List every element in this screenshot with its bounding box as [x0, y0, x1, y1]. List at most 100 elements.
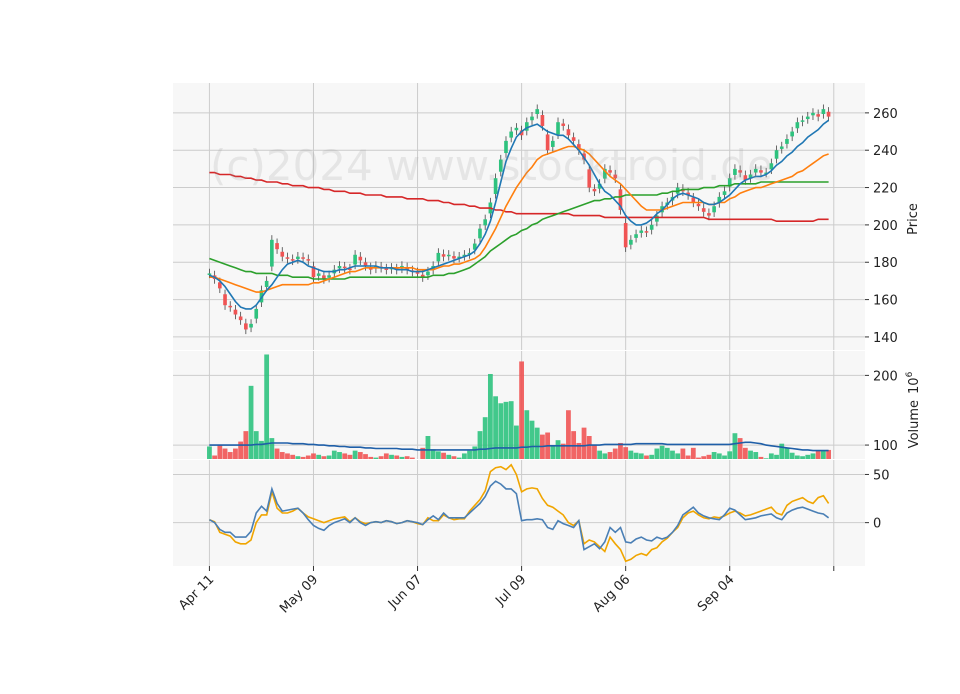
volume-bar-14: [279, 452, 285, 459]
volume-bar-114: [800, 456, 805, 459]
candle-body-10: [259, 290, 264, 303]
volume-bar-67: [555, 440, 561, 459]
candle-body-84: [644, 231, 649, 233]
candle-body-110: [779, 146, 784, 149]
candle-body-111: [785, 139, 789, 144]
candle-body-8: [249, 323, 253, 328]
candle-body-74: [592, 188, 597, 192]
volume-bar-12: [269, 438, 275, 459]
volume-bar-4: [227, 452, 233, 459]
volume-bar-18: [300, 456, 306, 459]
volume-bar-63: [534, 427, 540, 459]
candle-body-98: [717, 196, 722, 203]
volume-bar-98: [716, 453, 722, 459]
candle-body-6: [238, 316, 243, 321]
osc-background: [173, 460, 865, 566]
oscillator-line-b: [209, 463, 830, 563]
volume-bar-104: [748, 450, 753, 459]
candle-body-102: [738, 170, 742, 173]
x-tick-label-5: Sep 04: [695, 572, 738, 615]
candle-body-106: [759, 170, 763, 173]
candle-body-7: [244, 323, 248, 330]
volume-bar-59: [514, 425, 519, 459]
candle-body-81: [629, 239, 633, 245]
volume-bar-57: [503, 401, 509, 459]
volume-bar-23: [326, 455, 332, 459]
volume-bar-1: [212, 455, 218, 459]
volume-bar-102: [737, 438, 743, 459]
candle-body-5: [233, 309, 238, 315]
volume-bar-100: [727, 451, 733, 459]
osc-ytick-label-50: 50: [873, 468, 890, 483]
candle-body-26: [342, 266, 347, 269]
volume-background: [173, 351, 865, 459]
volume-bar-106: [758, 456, 764, 459]
candle-body-104: [748, 174, 753, 179]
ma-200-line: [209, 171, 829, 222]
volume-axis-label-text: Volume: [907, 400, 922, 448]
watermark: (c)2024 www.stocktroid.de: [210, 141, 773, 190]
price-ytick-label-220: 220: [873, 182, 898, 197]
candle-body-62: [530, 116, 534, 121]
candle-body-2: [218, 282, 222, 289]
volume-bar-112: [789, 452, 795, 459]
volume-bar-91: [680, 448, 686, 459]
volume-bar-19: [305, 455, 311, 459]
volume-bar-73: [586, 436, 592, 459]
candle-body-108: [769, 163, 774, 170]
volume-bar-85: [649, 454, 655, 459]
volume-bar-75: [597, 450, 603, 459]
svg-text:Volume106: Volume 106: [905, 371, 922, 448]
volume-bar-62: [529, 420, 535, 459]
candle-body-116: [811, 112, 815, 116]
candle-body-30: [363, 262, 368, 266]
volume-panel: 100 200: [173, 351, 898, 459]
candle-body-109: [774, 150, 779, 159]
volume-bar-94: [696, 457, 701, 459]
volume-bar-119: [826, 449, 831, 459]
volume-bar-118: [820, 450, 826, 459]
volume-bar-96: [706, 454, 712, 459]
candle-body-16: [290, 259, 295, 261]
x-axis: Apr 11 May 09 Jun 07 Jul 09 Aug 06 Sep 04: [176, 566, 835, 616]
candle-body-47: [452, 256, 456, 259]
candle-body-0: [207, 273, 212, 275]
x-tick-label-3: Jul 09: [492, 572, 529, 609]
candle-body-34: [384, 268, 389, 270]
candle-body-66: [550, 140, 555, 147]
candle-body-18: [301, 257, 305, 259]
volume-bar-101: [732, 433, 738, 459]
volume-bar-83: [638, 453, 644, 459]
volume-bar-55: [493, 396, 498, 459]
candle-body-14: [280, 251, 285, 257]
volume-bar-82: [633, 452, 639, 459]
candle-body-119: [826, 111, 831, 117]
volume-bar-92: [685, 455, 691, 459]
price-background: [173, 83, 865, 350]
candle-body-59: [514, 127, 519, 131]
volume-bar-68: [560, 443, 566, 459]
volume-bar-2: [217, 445, 223, 459]
candle-body-61: [524, 122, 529, 131]
candle-body-20: [311, 266, 316, 278]
volume-bar-76: [602, 453, 608, 459]
candle-body-71: [577, 144, 581, 151]
candle-body-3: [223, 294, 227, 306]
price-axis-label: Price: [906, 203, 921, 235]
candle-body-9: [254, 308, 259, 319]
x-tick-label-1: May 09: [277, 572, 321, 616]
volume-bar-48: [456, 457, 462, 459]
volume-bar-95: [701, 456, 707, 459]
volume-bar-72: [581, 427, 587, 459]
volume-bar-0: [207, 446, 212, 459]
volume-bar-117: [815, 450, 821, 459]
candle-body-97: [712, 206, 716, 213]
candle-body-78: [613, 174, 618, 179]
candle-body-4: [228, 305, 233, 308]
volume-bar-86: [654, 448, 660, 459]
volume-bar-34: [383, 453, 389, 459]
volume-bar-33: [378, 456, 384, 459]
ma-short-line: [209, 119, 830, 310]
volume-bar-71: [576, 442, 582, 459]
